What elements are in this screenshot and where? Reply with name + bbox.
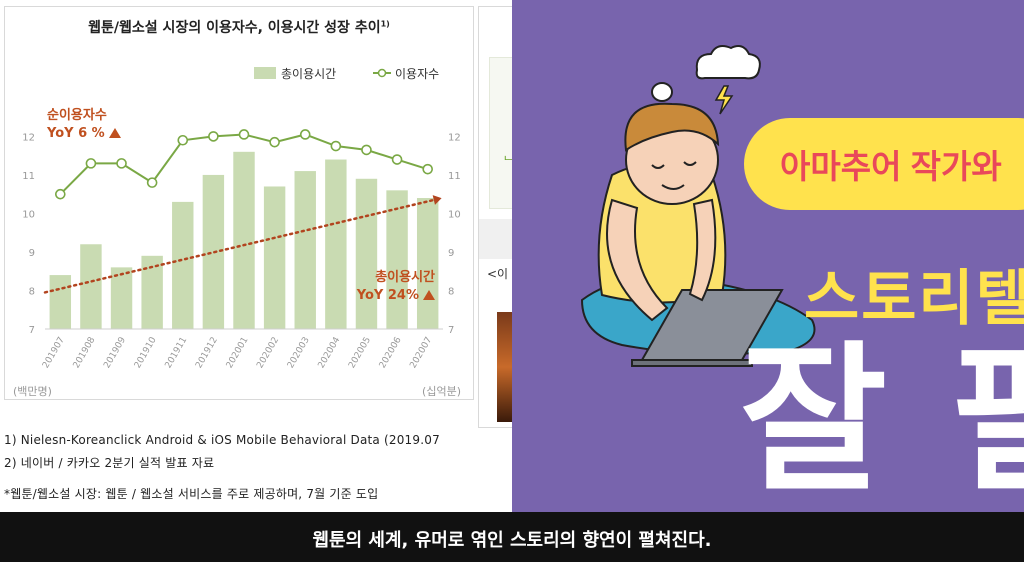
triangle-up-icon xyxy=(423,290,435,300)
users-point xyxy=(177,134,189,146)
left-tick-label: 8 xyxy=(29,286,35,297)
bar xyxy=(263,186,286,329)
users-point xyxy=(391,154,403,165)
bar xyxy=(110,267,133,329)
x-tick-label: 202004 xyxy=(317,335,343,370)
right-tick-label: 12 xyxy=(448,132,461,143)
legend-swatch-bars xyxy=(254,67,276,79)
footnote-3: *웹툰/웹소설 시장: 웹툰 / 웹소설 서비스를 주로 제공하며, 7월 기준… xyxy=(4,487,379,501)
subtitle-text: 웹툰의 세계, 유머로 엮인 스토리의 향연이 펼쳐진다. xyxy=(312,530,712,551)
left-tick-label: 12 xyxy=(22,132,35,143)
footnote-1: 1) Nielesn-Koreanclick Android & iOS Mob… xyxy=(4,433,440,447)
right-tick-label: 11 xyxy=(448,171,461,182)
x-tick-label: 202001 xyxy=(225,336,251,371)
bar xyxy=(416,198,439,329)
users-point xyxy=(208,131,219,142)
users-point xyxy=(299,129,311,140)
right-tick-label: 9 xyxy=(448,248,454,259)
person-with-laptop-illustration xyxy=(580,45,816,367)
chart-card: 웹툰/웹소설 시장의 이용자수, 이용시간 성장 추이1) 7 8 9 10 11 12 7… xyxy=(4,6,474,400)
footnote-2: 2) 네이버 / 카카오 2분기 실적 발표 자료 xyxy=(4,456,215,470)
left-tick-label: 9 xyxy=(29,248,35,259)
users-point xyxy=(85,158,97,169)
x-tick-label: 201910 xyxy=(133,335,159,370)
storytelling-text: 스토리텔 xyxy=(804,265,1024,332)
big-headline: 잘 팔 xyxy=(740,330,1024,509)
headline-pill: 아마추어 작가와 xyxy=(744,118,1024,210)
side-tile xyxy=(489,57,512,209)
x-tick-label: 202007 xyxy=(408,336,434,371)
right-axis-unit: (십억분) xyxy=(422,385,461,398)
left-tick-label: 11 xyxy=(22,171,35,182)
chart-title: 웹툰/웹소설 시장의 이용자수, 이용시간 성장 추이1) xyxy=(88,19,390,36)
users-point xyxy=(269,136,280,148)
right-tick-label: 8 xyxy=(448,286,454,297)
x-tick-label: 202006 xyxy=(378,335,404,370)
left-tick-label: 10 xyxy=(22,209,35,220)
x-tick-label: 201909 xyxy=(102,335,128,370)
users-point xyxy=(238,129,250,140)
bar xyxy=(294,171,316,329)
pill-text: 아마추어 작가와 xyxy=(780,148,1002,185)
users-point xyxy=(116,158,127,169)
side-fragment: ᄂ xyxy=(503,154,512,168)
subtitle-bar: 웹툰의 세계, 유머로 엮인 스토리의 향연이 펼쳐진다. xyxy=(0,512,1024,562)
x-tick-label: 201912 xyxy=(194,336,220,371)
legend-label: 이용자수 xyxy=(395,67,439,81)
x-tick-label: 202005 xyxy=(347,336,373,371)
annotation-time-yoy: YoY 24% xyxy=(356,288,419,303)
users-point xyxy=(146,177,158,188)
bar xyxy=(386,190,408,329)
bar xyxy=(233,151,255,329)
users-point xyxy=(55,188,66,200)
promo-panel: 아마추어 작가와 스토리텔 잘 팔 xyxy=(512,0,1024,512)
x-tick-label: 201908 xyxy=(72,335,98,370)
right-tick-label: 10 xyxy=(448,209,461,220)
bar xyxy=(49,275,72,329)
side-thumbnail xyxy=(497,312,512,422)
right-tick-label: 7 xyxy=(448,325,454,336)
report-panel: 웹툰/웹소설 시장의 이용자수, 이용시간 성장 추이1) 7 8 9 10 11 12 7… xyxy=(0,0,512,512)
hair xyxy=(624,102,720,152)
bar xyxy=(325,159,347,329)
trend-arrowhead xyxy=(432,195,442,205)
side-band xyxy=(479,219,512,259)
bar xyxy=(172,201,194,329)
lightning-icon xyxy=(714,85,734,115)
trend-line xyxy=(43,198,436,294)
annotation-users-yoy: YoY 6 % xyxy=(46,126,105,141)
x-tick-label: 201907 xyxy=(41,336,67,371)
storm-cloud-icon xyxy=(695,45,761,80)
side-fragment-2: <이 xyxy=(487,267,509,281)
bar xyxy=(355,178,378,329)
side-card: ᄂ <이 xyxy=(478,6,512,428)
x-tick-label: 202003 xyxy=(286,336,312,371)
users-point xyxy=(361,144,372,156)
speech-bubble-icon xyxy=(651,82,673,102)
triangle-up-icon xyxy=(109,128,121,138)
annotation-users-title: 순이용자수 xyxy=(47,107,107,123)
users-point xyxy=(330,140,342,152)
annotation-time-title: 총이용시간 xyxy=(375,269,435,285)
left-axis-unit: (백만명) xyxy=(13,385,52,398)
users-point xyxy=(422,163,433,175)
bar xyxy=(80,244,102,329)
x-tick-label: 201911 xyxy=(164,336,190,371)
legend-label: 총이용시간 xyxy=(281,67,336,81)
x-tick-label: 202002 xyxy=(255,336,281,371)
legend-swatch-marker xyxy=(377,68,387,78)
left-tick-label: 7 xyxy=(29,325,35,336)
bar xyxy=(141,255,163,329)
